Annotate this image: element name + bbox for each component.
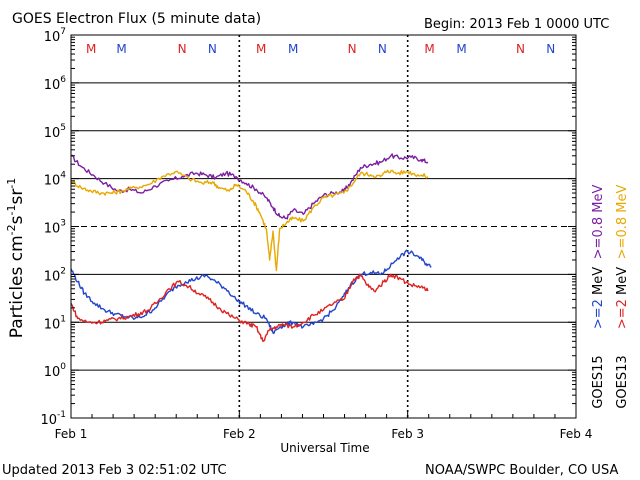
legend-goes15-2-unit: MeV [591,267,606,299]
marker-label: M [86,42,96,56]
y-tick-label: 10-1 [40,410,66,428]
y-tick-label: 101 [44,314,66,332]
marker-label: N [178,42,187,56]
marker-label: N [546,42,555,56]
y-tick-label: 104 [44,171,67,189]
marker-label: M [288,42,298,56]
y-axis-label: Particles cm-2s-1sr-1 [5,178,27,339]
x-axis-label: Universal Time [280,441,369,455]
legend-goes13-2-value: >=2 [615,299,630,329]
legend: >=0.8 MeV >=0.8 MeV >=2 MeV >=2 MeV GOES… [591,185,630,409]
series-line-0 [70,153,429,220]
x-tick-label: Feb 4 [560,427,593,441]
marker-label: M [424,42,434,56]
marker-label: N [516,42,525,56]
y-label-exp3: -1 [5,178,18,189]
legend-goes15-2mev: >=2 MeV [591,267,606,329]
y-tick-label: 100 [44,362,67,380]
legend-goes15: GOES15 [591,355,606,408]
legend-goes13-08mev: >=0.8 MeV [615,185,630,260]
x-tick-label: Feb 2 [223,427,256,441]
chart-title: GOES Electron Flux (5 minute data) [12,11,261,27]
y-label-exp1: -2 [5,224,18,235]
update-timestamp: Updated 2013 Feb 3 02:51:02 UTC [2,463,227,478]
x-tick-label: Feb 3 [391,427,424,441]
marker-label: N [378,42,387,56]
y-tick-label: 106 [44,75,67,93]
marker-label: M [256,42,266,56]
y-label-sr: sr [7,189,27,205]
begin-time: Begin: 2013 Feb 1 0000 UTC [424,17,609,32]
legend-goes15-2-value: >=2 [591,299,606,329]
y-tick-label: 107 [44,27,66,45]
y-label-s: s [7,215,27,224]
marker-label: M [116,42,126,56]
series-line-1 [70,169,429,272]
y-tick-label: 102 [44,266,66,284]
series-line-3 [70,273,429,342]
y-tick-label: 103 [44,219,66,237]
legend-goes13-2-unit: MeV [615,267,630,299]
marker-label: M [456,42,466,56]
marker-label: N [208,42,217,56]
credit-label: NOAA/SWPC Boulder, CO USA [425,463,618,478]
legend-goes13-2mev: >=2 MeV [615,267,630,329]
plot-area: 10-1 100 101 102 103 104 105 106 107 Feb 1 Feb 2 Fe… [40,27,592,441]
y-tick-label: 105 [44,123,66,141]
series-line-2 [70,249,432,335]
y-label-exp2: -1 [5,205,18,216]
y-label-base: Particles cm [7,235,27,338]
marker-label: N [348,42,357,56]
x-tick-label: Feb 1 [55,427,88,441]
legend-goes15-08mev: >=0.8 MeV [591,185,606,260]
legend-goes13: GOES13 [615,355,630,408]
